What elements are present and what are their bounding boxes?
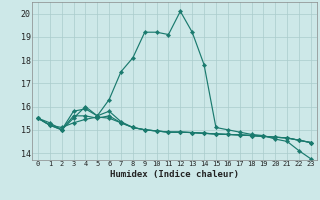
X-axis label: Humidex (Indice chaleur): Humidex (Indice chaleur)	[110, 170, 239, 179]
